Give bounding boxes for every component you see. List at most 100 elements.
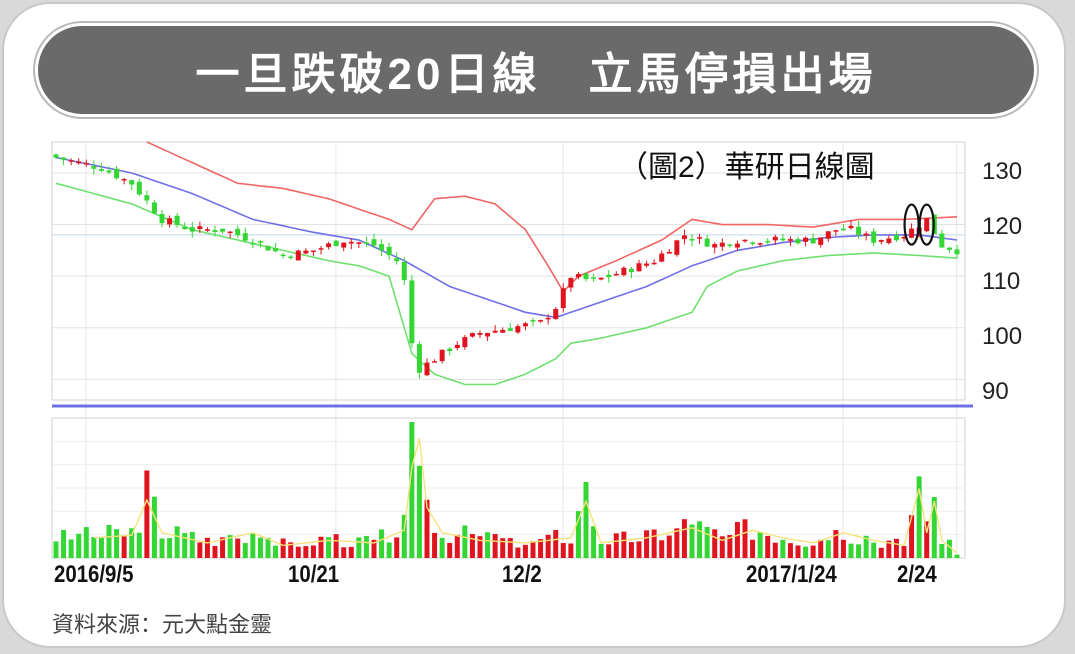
volume-ma-line: [93, 438, 958, 554]
y-tick-label: 130: [982, 158, 1023, 185]
volume-bar: [295, 546, 301, 558]
volume-bar: [265, 537, 271, 558]
volume-bar: [636, 541, 642, 558]
candle-body: [636, 263, 642, 272]
candle-body: [136, 181, 142, 195]
candle-body: [818, 237, 824, 245]
candle-body: [341, 242, 347, 248]
candle-body: [409, 280, 415, 344]
volume-bar: [765, 535, 771, 558]
volume-bar: [583, 481, 589, 558]
volume-bar: [257, 537, 263, 558]
candle-body: [189, 227, 195, 232]
volume-bar: [371, 539, 377, 558]
price-plot-area: [51, 141, 966, 401]
candle-body: [697, 237, 703, 239]
candle-body: [522, 323, 528, 327]
volume-bar: [863, 535, 869, 558]
volume-bar: [651, 529, 657, 558]
volume-bar: [613, 533, 619, 558]
volume-bar: [303, 546, 309, 558]
y-tick-label: 100: [982, 323, 1023, 350]
volume-bar: [197, 542, 203, 558]
volume-bar: [61, 529, 67, 558]
candle-body: [462, 337, 468, 348]
candle-body: [893, 234, 899, 241]
candle-body: [424, 362, 430, 376]
candle-body: [76, 161, 82, 164]
candle-body: [613, 273, 619, 276]
volume-bar: [409, 422, 415, 558]
volume-bar: [522, 544, 528, 558]
volume-bar: [318, 536, 324, 558]
volume-bar: [98, 537, 104, 558]
candle-body: [666, 251, 672, 254]
candle-body: [371, 239, 377, 246]
volume-bar: [628, 542, 634, 558]
volume-bar: [606, 544, 612, 558]
volume-bar: [674, 528, 680, 558]
volume-bar: [83, 527, 89, 558]
volume-bar: [666, 535, 672, 558]
volume-bar: [825, 540, 831, 558]
candle-body: [439, 349, 445, 362]
candle-body: [734, 243, 740, 248]
candle-body: [204, 229, 210, 231]
candle-body: [575, 274, 581, 278]
volume-bar: [621, 531, 627, 558]
y-tick-label: 120: [982, 213, 1023, 240]
volume-bar: [159, 538, 165, 558]
volume-bar: [454, 534, 460, 558]
volume-bar: [485, 532, 491, 558]
volume-bar: [189, 531, 195, 558]
volume-bar: [136, 532, 142, 558]
volume-bar: [424, 499, 430, 558]
y-tick-label: 90: [982, 378, 1009, 405]
volume-bar: [394, 537, 400, 558]
candle-body: [167, 218, 173, 225]
candle-body: [507, 328, 513, 331]
volume-bar: [204, 537, 210, 558]
volume-bar: [750, 539, 756, 558]
candle-body: [856, 226, 862, 235]
candle-body: [394, 258, 400, 262]
candle-body: [485, 333, 491, 337]
volume-bar: [848, 543, 854, 558]
candle-body: [454, 344, 460, 349]
volume-panel: [53, 422, 960, 558]
volume-bar: [878, 547, 884, 558]
candle-body: [356, 242, 362, 244]
candle-body: [212, 230, 218, 233]
x-tick-label: 2017/1/24: [746, 561, 837, 588]
candle-body: [227, 231, 233, 234]
price-panel: [53, 141, 960, 386]
candle-body: [257, 241, 263, 243]
candle-body: [220, 228, 226, 232]
volume-bar: [818, 539, 824, 558]
candle-body: [886, 238, 892, 243]
candle-body: [621, 267, 627, 276]
candle-body: [704, 238, 710, 247]
volume-bar: [924, 521, 930, 558]
volume-bar: [515, 547, 521, 558]
volume-bar: [712, 529, 718, 558]
volume-bar: [939, 544, 945, 558]
volume-bar: [227, 535, 233, 558]
candle-body: [348, 241, 354, 244]
volume-bar: [916, 476, 922, 558]
volume-bar: [787, 543, 793, 558]
volume-bar: [742, 519, 748, 558]
volume-bar: [909, 515, 915, 558]
candle-body: [363, 242, 369, 244]
x-tick-label: 12/2: [502, 561, 542, 588]
volume-bar: [401, 514, 407, 558]
candle-body: [265, 245, 271, 251]
volume-bar: [432, 532, 438, 558]
volume-bar: [106, 524, 112, 558]
candle-body: [515, 326, 521, 333]
volume-bar: [348, 546, 354, 558]
volume-bar: [477, 536, 483, 558]
candle-body: [750, 242, 756, 244]
candle-body: [803, 237, 809, 242]
